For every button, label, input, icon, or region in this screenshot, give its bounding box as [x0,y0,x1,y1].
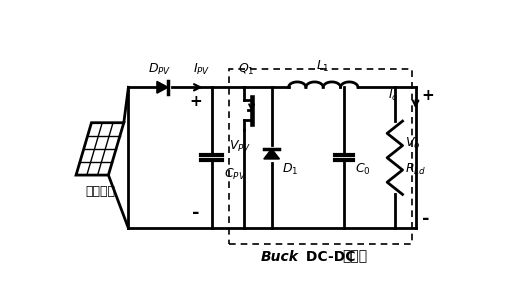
Text: 变换器: 变换器 [342,250,367,264]
Polygon shape [157,81,168,93]
Text: $D_1$: $D_1$ [283,162,299,177]
Bar [229,69,412,244]
Text: $R_{Ld}$: $R_{Ld}$ [405,162,426,177]
Text: $I_{PV}$: $I_{PV}$ [193,61,210,77]
Polygon shape [264,149,280,159]
Text: -: - [193,204,200,222]
Text: $V_o$: $V_o$ [405,136,420,151]
Text: $L_1$: $L_1$ [316,59,330,74]
Text: Buck: Buck [261,250,299,264]
Text: DC-DC: DC-DC [301,250,360,264]
Text: $C_{PV}$: $C_{PV}$ [224,167,246,182]
Text: +: + [190,94,203,109]
Text: +: + [422,88,435,102]
Text: $I_o$: $I_o$ [388,88,399,102]
Text: $V_{PV}$: $V_{PV}$ [228,139,251,154]
Text: $D_{PV}$: $D_{PV}$ [148,61,172,77]
Text: $Q_1$: $Q_1$ [238,61,254,77]
Text: 光伏电池: 光伏电池 [85,185,115,198]
Text: -: - [422,210,429,228]
Text: $C_0$: $C_0$ [355,162,371,177]
